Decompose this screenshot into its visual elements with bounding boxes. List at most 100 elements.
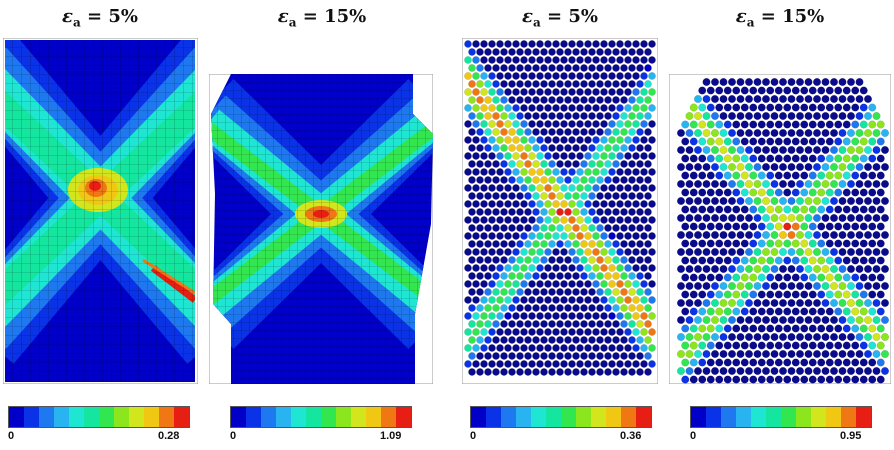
particle (576, 312, 584, 320)
particle (800, 222, 809, 231)
particle (588, 192, 596, 200)
particle (846, 77, 855, 86)
particle (572, 128, 580, 136)
particle (787, 264, 796, 273)
particle (783, 137, 792, 146)
colorbar-swatch (366, 407, 381, 427)
colorbar-1-min: 0 (8, 430, 15, 442)
particle (640, 232, 648, 240)
particle (702, 298, 711, 307)
particle (476, 208, 484, 216)
particle (821, 247, 830, 256)
particle (516, 224, 524, 232)
particle (580, 352, 588, 360)
particle (829, 162, 838, 171)
particle (484, 64, 492, 72)
particle (681, 239, 690, 248)
particle (723, 307, 732, 316)
particle (640, 312, 648, 320)
particle (512, 56, 520, 64)
particle (648, 40, 656, 48)
particle (766, 341, 775, 350)
particle (608, 168, 616, 176)
particle (560, 344, 568, 352)
particle (791, 290, 800, 299)
particle (766, 120, 775, 129)
particle (480, 360, 488, 368)
particle (572, 304, 580, 312)
particle (472, 152, 480, 160)
particle (484, 48, 492, 56)
particle (711, 145, 720, 154)
particle (568, 168, 576, 176)
particle (592, 40, 600, 48)
particle (472, 328, 480, 336)
particle (488, 280, 496, 288)
colorbar-swatch (706, 407, 721, 427)
particle (512, 152, 520, 160)
particle (711, 264, 720, 273)
panel-3-title: εa = 5% (522, 6, 598, 30)
particle (770, 315, 779, 324)
particle (484, 352, 492, 360)
particle (855, 230, 864, 239)
particle (868, 171, 877, 180)
particle (536, 136, 544, 144)
particle (791, 256, 800, 265)
particle (644, 96, 652, 104)
particle (694, 213, 703, 222)
particle (863, 247, 872, 256)
particle (640, 264, 648, 272)
particle (540, 144, 548, 152)
colorbar-1-max: 0.28 (158, 430, 180, 442)
particle (620, 256, 628, 264)
particle (492, 112, 500, 120)
particle (685, 213, 694, 222)
particle (540, 48, 548, 56)
particle (829, 129, 838, 138)
particle (744, 298, 753, 307)
particle (732, 273, 741, 282)
particle (644, 368, 652, 376)
particle (711, 112, 720, 121)
particle (500, 256, 508, 264)
particle (825, 188, 834, 197)
particle (492, 272, 500, 280)
particle (564, 80, 572, 88)
particle (472, 136, 480, 144)
particle (552, 296, 560, 304)
particle (616, 360, 624, 368)
particle (548, 368, 556, 376)
particle (753, 367, 762, 376)
particle (749, 205, 758, 214)
particle (600, 120, 608, 128)
particle (636, 192, 644, 200)
particle (612, 304, 620, 312)
particle (821, 230, 830, 239)
particle (757, 324, 766, 333)
particle (468, 304, 476, 312)
particle (636, 352, 644, 360)
particle (723, 358, 732, 367)
particle (548, 256, 556, 264)
particle (851, 307, 860, 316)
particle (872, 350, 881, 359)
particle (528, 312, 536, 320)
particle (528, 120, 536, 128)
particle (838, 247, 847, 256)
particle (580, 112, 588, 120)
particle (600, 232, 608, 240)
particle (632, 40, 640, 48)
particle (644, 192, 652, 200)
particle (702, 77, 711, 86)
particle (834, 137, 843, 146)
particle (795, 264, 804, 273)
particle (636, 336, 644, 344)
particle (812, 281, 821, 290)
particle (681, 358, 690, 367)
particle (576, 296, 584, 304)
particle (736, 333, 745, 342)
particle (744, 145, 753, 154)
particle (778, 264, 787, 273)
particle (740, 273, 749, 282)
